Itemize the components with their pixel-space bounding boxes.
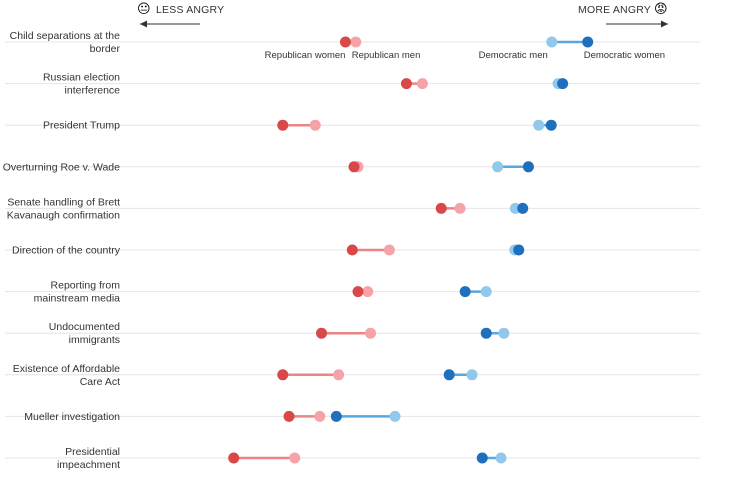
dot-democratic-women [459, 286, 471, 298]
chart-row: Overturning Roe v. Wade [3, 161, 700, 173]
dot-democratic-women [330, 410, 342, 422]
row-label: Existence of Affordable [13, 363, 120, 375]
dot-democratic-men [546, 36, 558, 48]
neutral-face-icon: 😐 [137, 1, 151, 16]
dot-republican-women [316, 327, 328, 339]
dot-republican-men [333, 369, 345, 381]
dot-republican-women [348, 161, 360, 173]
dot-republican-men [314, 410, 326, 422]
chart-row: Direction of the country [5, 244, 700, 257]
dot-democratic-men [498, 327, 510, 339]
dot-democratic-men [480, 286, 492, 298]
dot-democratic-women [545, 119, 557, 131]
row-label: President Trump [43, 120, 120, 132]
row-label: Child separations at the [10, 30, 120, 42]
angry-face-icon: 😡 [654, 1, 668, 16]
series-labels: Republican women Republican men Democratic… [265, 50, 665, 61]
left-arrowhead-icon [140, 20, 147, 28]
row-label: Overturning Roe v. Wade [3, 161, 120, 173]
row-label: Undocumented [49, 321, 120, 333]
dot-democratic-men [495, 452, 507, 464]
dot-democratic-women [582, 36, 594, 48]
row-label: Reporting from [51, 280, 121, 292]
dot-republican-men [362, 286, 374, 298]
dot-democratic-men [533, 119, 545, 131]
row-label: interference [65, 85, 121, 97]
scale-header: 😐 LESS ANGRY MORE ANGRY 😡 [137, 1, 668, 28]
row-label: Presidential [65, 446, 120, 458]
row-label: Senate handling of Brett [7, 196, 120, 208]
dot-republican-men [454, 202, 466, 214]
row-label: Kavanaugh confirmation [7, 209, 120, 221]
dot-republican-men [365, 327, 377, 339]
dot-republican-women [277, 119, 289, 131]
row-label: mainstream media [34, 293, 121, 305]
dot-democratic-women [513, 244, 525, 256]
row-label: Direction of the country [12, 245, 121, 257]
dot-republican-women [283, 410, 295, 422]
row-label: Care Act [80, 376, 120, 388]
series-label-republican-women: Republican women [265, 50, 346, 61]
chart-row: President Trump [5, 119, 700, 132]
dot-republican-women [400, 78, 412, 90]
dot-republican-women [435, 202, 447, 214]
series-label-republican-men: Republican men [352, 50, 421, 61]
series-label-democratic-men: Democratic men [479, 50, 548, 61]
dot-democratic-women [517, 202, 529, 214]
dot-republican-men [350, 36, 362, 48]
series-label-democratic-women: Democratic women [584, 50, 665, 61]
more-angry-label: MORE ANGRY [578, 4, 651, 16]
dot-democratic-women [476, 452, 488, 464]
dot-republican-men [416, 78, 428, 90]
right-arrowhead-icon [661, 20, 668, 28]
row-label: immigrants [69, 334, 120, 346]
dot-republican-men [289, 452, 301, 464]
chart-row: Mueller investigation [5, 410, 700, 423]
dot-democratic-women [480, 327, 492, 339]
dot-democratic-men [389, 410, 401, 422]
row-label: border [90, 43, 121, 55]
row-label: impeachment [57, 459, 120, 471]
dot-democratic-women [443, 369, 455, 381]
dot-democratic-men [466, 369, 478, 381]
dot-republican-men [383, 244, 395, 256]
dot-republican-men [309, 119, 321, 131]
dot-democratic-men [492, 161, 504, 173]
dot-democratic-women [522, 161, 534, 173]
dot-republican-women [339, 36, 351, 48]
dot-republican-women [228, 452, 240, 464]
dot-republican-women [352, 286, 364, 298]
dot-republican-women [277, 369, 289, 381]
less-angry-label: LESS ANGRY [156, 4, 224, 16]
dot-democratic-women [557, 78, 569, 90]
row-label: Russian election [43, 72, 120, 84]
row-label: Mueller investigation [24, 411, 120, 423]
dot-republican-women [346, 244, 358, 256]
